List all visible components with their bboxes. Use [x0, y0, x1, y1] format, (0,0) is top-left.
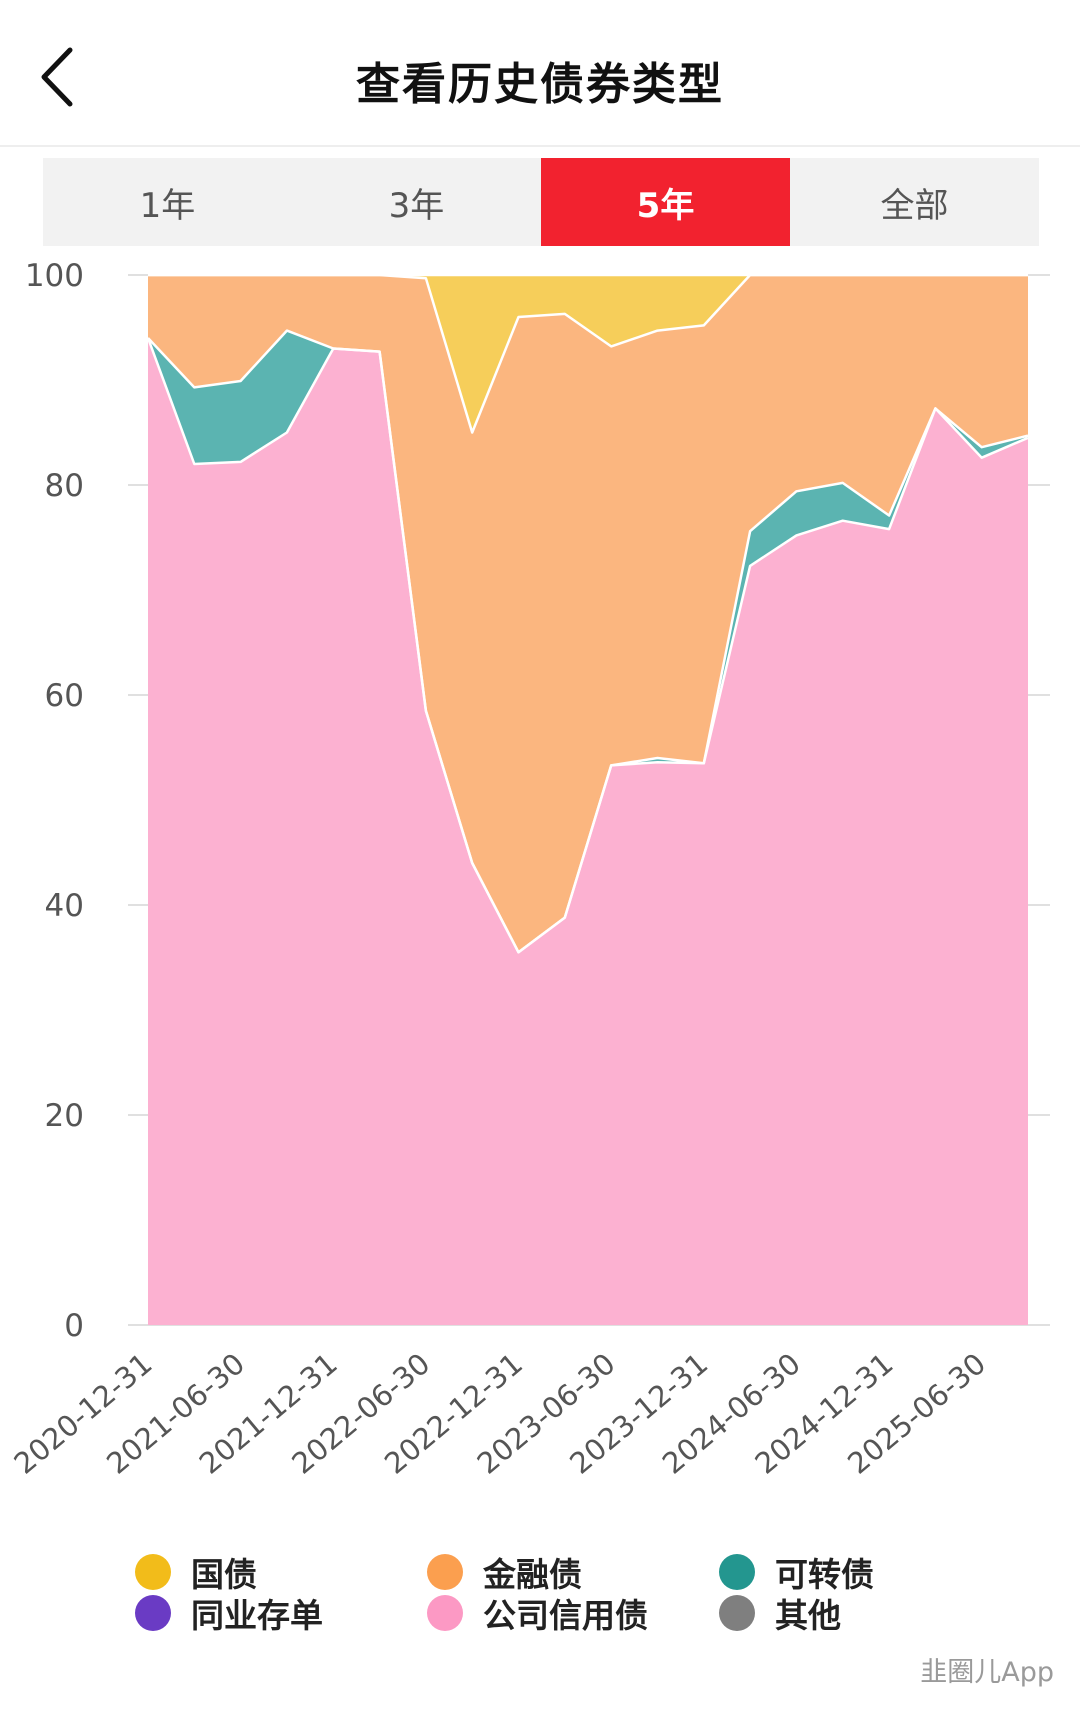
legend-label: 金融债 — [483, 1555, 582, 1594]
legend-label: 可转债 — [775, 1555, 874, 1594]
x-axis: 2020-12-312021-06-302021-12-312022-06-30… — [8, 1346, 993, 1480]
bond-type-area-chart: 0 20 40 60 80 100 2020-12-312021-06-302021-12… — [8, 258, 1050, 1481]
area-公司信用债 — [148, 338, 1028, 1325]
legend-item[interactable]: 公司信用债 — [427, 1589, 648, 1637]
legend-dot-icon — [719, 1595, 755, 1631]
legend-item[interactable]: 金融债 — [427, 1548, 582, 1596]
legend-dot-icon — [427, 1595, 463, 1631]
app-watermark: 韭圈儿App — [920, 1657, 1054, 1688]
legend-label: 公司信用债 — [483, 1596, 648, 1635]
legend-item[interactable]: 同业存单 — [135, 1589, 323, 1637]
chart-areas — [148, 275, 1028, 1325]
chart-series-lines — [146, 273, 1029, 954]
tab-all[interactable]: 全部 — [880, 185, 949, 226]
area-金融债 — [148, 275, 1028, 953]
y-tick-label: 60 — [45, 678, 84, 714]
legend-label: 其他 — [775, 1596, 841, 1635]
tab-5y[interactable]: 5年 — [541, 158, 790, 246]
legend-dot-icon — [719, 1554, 755, 1590]
y-tick-label: 40 — [45, 888, 84, 924]
page-title: 查看历史债券类型 — [356, 59, 724, 110]
legend-label: 同业存单 — [191, 1596, 323, 1635]
back-button[interactable] — [30, 42, 90, 112]
series-line-可转债 — [147, 329, 1029, 954]
y-tick-label: 80 — [45, 468, 84, 504]
legend-dot-icon — [427, 1554, 463, 1590]
y-axis: 0 20 40 60 80 100 — [25, 258, 84, 1344]
legend-item[interactable]: 其他 — [719, 1589, 841, 1637]
legend-dot-icon — [135, 1595, 171, 1631]
tab-3y[interactable]: 3年 — [388, 185, 445, 226]
legend-label: 国债 — [191, 1555, 257, 1594]
tab-1y[interactable]: 1年 — [139, 185, 196, 226]
chevron-left-icon — [41, 47, 73, 107]
legend-item[interactable]: 国债 — [135, 1548, 257, 1596]
area-可转债 — [148, 330, 1028, 953]
area-国债 — [148, 275, 1028, 433]
y-tick-label: 100 — [25, 258, 84, 294]
legend-dot-icon — [135, 1554, 171, 1590]
app-header: 查看历史债券类型 — [0, 0, 1080, 147]
period-tabs: 1年 3年 5年 全部 — [43, 158, 1039, 246]
y-tick-label: 20 — [45, 1098, 84, 1134]
legend-item[interactable]: 可转债 — [719, 1548, 874, 1596]
y-tick-label: 0 — [64, 1308, 84, 1344]
